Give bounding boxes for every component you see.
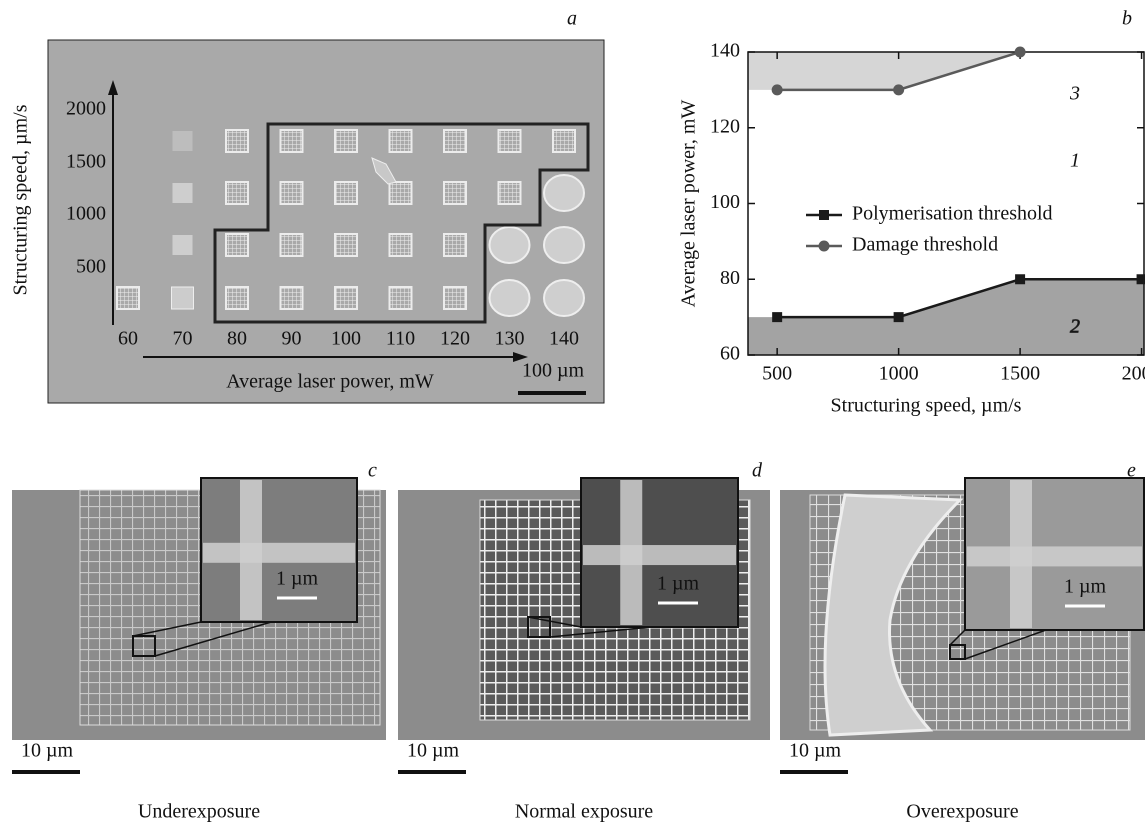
structure bbox=[390, 130, 412, 152]
inset-scale-label: 1 µm bbox=[1064, 576, 1107, 598]
x-tick-label: 2000 bbox=[1122, 363, 1145, 385]
structure bbox=[226, 234, 248, 256]
structure bbox=[390, 234, 412, 256]
structure bbox=[281, 234, 303, 256]
structure bbox=[335, 182, 357, 204]
damaged-structure bbox=[544, 227, 584, 263]
structure bbox=[499, 182, 521, 204]
y-tick-label: 140 bbox=[710, 40, 740, 62]
x-tick-label: 110 bbox=[386, 328, 415, 350]
structure bbox=[390, 287, 412, 309]
scale-bar-label: 10 µm bbox=[407, 740, 460, 762]
structure bbox=[281, 130, 303, 152]
structure bbox=[553, 130, 575, 152]
x-axis-label: Average laser power, mW bbox=[226, 371, 434, 393]
y-tick-label: 500 bbox=[76, 256, 106, 278]
damaged-structure bbox=[490, 280, 530, 316]
data-point bbox=[894, 312, 904, 322]
data-point bbox=[1137, 274, 1145, 284]
structure bbox=[281, 182, 303, 204]
caption: Overexposure bbox=[906, 801, 1018, 823]
inset-scale-label: 1 µm bbox=[276, 568, 319, 590]
legend-label: Damage threshold bbox=[852, 234, 998, 256]
y-tick-label: 2000 bbox=[66, 98, 106, 120]
chart-b: 60 80 100 120 140 500 1000 1500 2000 Average lase… bbox=[678, 40, 1145, 417]
panel-label: e bbox=[1127, 460, 1136, 482]
y-tick-label: 120 bbox=[710, 115, 740, 137]
data-point bbox=[772, 84, 783, 95]
x-tick-label: 140 bbox=[549, 328, 579, 350]
x-tick-label: 60 bbox=[118, 328, 138, 350]
x-tick-label: 80 bbox=[227, 328, 247, 350]
structure bbox=[335, 287, 357, 309]
figure: Structuring speed, µm/s Average laser po… bbox=[0, 0, 1145, 838]
bottom-panels: 1 µm c 10 µm Underexposure 1 µm d 10 µm Normal … bbox=[12, 460, 1145, 823]
structure bbox=[444, 130, 466, 152]
x-axis-label: Structuring speed, µm/s bbox=[831, 395, 1022, 417]
caption: Underexposure bbox=[138, 801, 260, 823]
x-tick-label: 90 bbox=[282, 328, 302, 350]
y-tick-label: 1500 bbox=[66, 151, 106, 173]
x-tick-label: 100 bbox=[331, 328, 361, 350]
legend-marker bbox=[819, 210, 829, 220]
structure bbox=[444, 287, 466, 309]
structure bbox=[390, 182, 412, 204]
structure bbox=[335, 234, 357, 256]
structure bbox=[444, 234, 466, 256]
inset-feature bbox=[583, 545, 736, 565]
structure bbox=[226, 130, 248, 152]
panel-label: d bbox=[752, 460, 763, 482]
y-axis-label: Average laser power, mW bbox=[678, 100, 700, 308]
region-label: 2 bbox=[1070, 316, 1080, 338]
x-tick-label: 1000 bbox=[879, 363, 919, 385]
structure bbox=[499, 130, 521, 152]
panel-label: c bbox=[368, 460, 377, 482]
legend-marker bbox=[819, 241, 830, 252]
structure bbox=[173, 183, 193, 203]
scale-bar-label: 10 µm bbox=[21, 740, 74, 762]
region-label: 3 bbox=[1069, 83, 1080, 105]
x-tick-label: 70 bbox=[173, 328, 193, 350]
x-tick-label: 500 bbox=[762, 363, 792, 385]
y-tick-label: 80 bbox=[720, 267, 740, 289]
scale-bar-label: 100 µm bbox=[522, 360, 585, 382]
damaged-structure bbox=[490, 227, 530, 263]
inset-feature bbox=[203, 543, 355, 563]
damaged-structure bbox=[544, 175, 584, 211]
y-tick-label: 1000 bbox=[66, 203, 106, 225]
structure bbox=[281, 287, 303, 309]
structure bbox=[335, 130, 357, 152]
structure bbox=[172, 287, 194, 309]
y-tick-label: 100 bbox=[710, 191, 740, 213]
x-tick-label: 120 bbox=[440, 328, 470, 350]
region-label: 1 bbox=[1070, 150, 1080, 172]
inset-feature bbox=[967, 546, 1142, 566]
panel-label: a bbox=[567, 8, 577, 30]
structure bbox=[226, 287, 248, 309]
x-tick-label: 1500 bbox=[1000, 363, 1040, 385]
data-point bbox=[893, 84, 904, 95]
legend-label: Polymerisation threshold bbox=[852, 203, 1053, 225]
structure bbox=[444, 182, 466, 204]
damaged-structure bbox=[544, 280, 584, 316]
structure bbox=[226, 182, 248, 204]
caption: Normal exposure bbox=[515, 801, 653, 823]
x-tick-label: 130 bbox=[495, 328, 525, 350]
region bbox=[748, 52, 1144, 90]
inset-scale-label: 1 µm bbox=[657, 573, 700, 595]
data-point bbox=[1015, 47, 1026, 58]
panel-label: b bbox=[1122, 8, 1132, 30]
scale-bar-label: 10 µm bbox=[789, 740, 842, 762]
structure bbox=[173, 235, 193, 255]
y-axis-label: Structuring speed, µm/s bbox=[10, 104, 32, 295]
y-tick-label: 60 bbox=[720, 343, 740, 365]
data-point bbox=[772, 312, 782, 322]
structure bbox=[173, 131, 193, 151]
data-point bbox=[1015, 274, 1025, 284]
structure bbox=[117, 287, 139, 309]
